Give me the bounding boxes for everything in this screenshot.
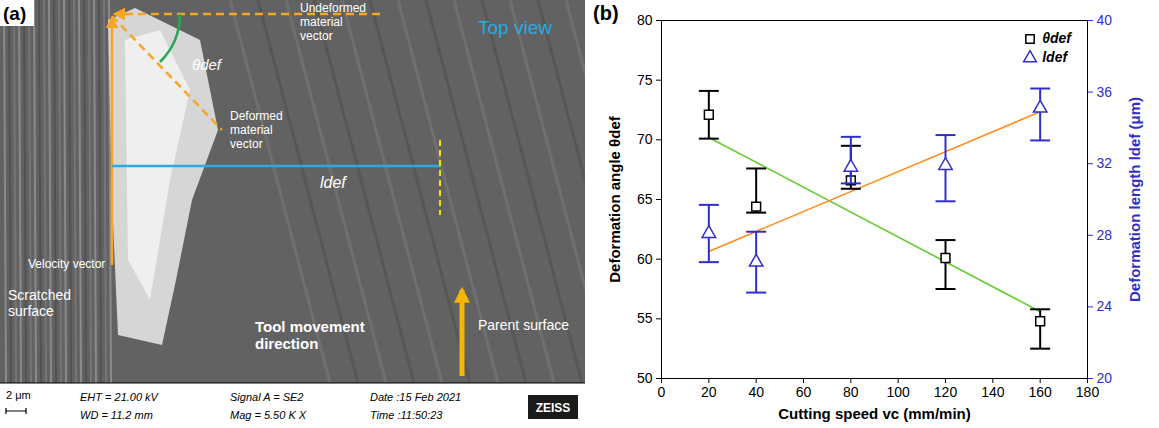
svg-text:Date :15 Feb 2021: Date :15 Feb 2021 [370, 391, 461, 403]
svg-text:θdef: θdef [192, 56, 223, 73]
svg-text:Signal A = SE2: Signal A = SE2 [230, 391, 303, 403]
svg-text:75: 75 [637, 72, 653, 88]
svg-text:160: 160 [1028, 384, 1052, 400]
svg-text:ldef: ldef [320, 174, 347, 191]
svg-text:Tool movementdirection: Tool movementdirection [255, 318, 365, 352]
svg-text:Deformedmaterialvector: Deformedmaterialvector [230, 109, 283, 151]
svg-text:65: 65 [637, 191, 653, 207]
svg-text:(a): (a) [3, 3, 26, 24]
svg-text:0: 0 [658, 384, 666, 400]
svg-text:40: 40 [1097, 12, 1113, 28]
svg-text:140: 140 [981, 384, 1005, 400]
svg-text:Mag = 5.50 K X: Mag = 5.50 K X [230, 409, 307, 421]
svg-text:Cutting speed vc (mm/min): Cutting speed vc (mm/min) [778, 405, 971, 422]
svg-text:Undeformedmaterialvector: Undeformedmaterialvector [300, 1, 366, 43]
svg-text:80: 80 [843, 384, 859, 400]
svg-text:36: 36 [1097, 84, 1113, 100]
svg-text:24: 24 [1097, 298, 1113, 314]
html-text:(b): (b) [593, 2, 619, 24]
svg-text:50: 50 [637, 370, 653, 386]
svg-text:80: 80 [637, 12, 653, 28]
html-text:ldef: ldef [1042, 48, 1068, 65]
svg-text:40: 40 [748, 384, 764, 400]
svg-text:Time :11:50:23: Time :11:50:23 [370, 409, 443, 421]
html-text:θdef: θdef [1042, 29, 1071, 46]
svg-text:60: 60 [637, 251, 653, 267]
svg-text:60: 60 [796, 384, 812, 400]
svg-text:100: 100 [886, 384, 910, 400]
svg-text:20: 20 [701, 384, 717, 400]
svg-text:ZEISS: ZEISS [536, 401, 571, 415]
svg-text:EHT = 21.00 kV: EHT = 21.00 kV [80, 391, 160, 403]
svg-text:2 μm: 2 μm [6, 389, 31, 401]
svg-text:20: 20 [1097, 370, 1113, 386]
svg-text:Deformation length ldef (μm): Deformation length ldef (μm) [1126, 97, 1143, 302]
svg-text:32: 32 [1097, 155, 1113, 171]
svg-text:55: 55 [637, 310, 653, 326]
svg-text:70: 70 [637, 131, 653, 147]
svg-text:Deformation angle θdef: Deformation angle θdef [606, 115, 623, 282]
svg-text:Velocity vector: Velocity vector [28, 257, 105, 271]
svg-text:WD = 11.2 mm: WD = 11.2 mm [80, 409, 153, 421]
svg-text:180: 180 [1076, 384, 1100, 400]
svg-text:Parent surface: Parent surface [478, 317, 569, 333]
svg-text:Scratchedsurface: Scratchedsurface [8, 287, 71, 319]
svg-text:Top view: Top view [478, 17, 552, 38]
svg-text:120: 120 [934, 384, 958, 400]
svg-text:28: 28 [1097, 227, 1113, 243]
